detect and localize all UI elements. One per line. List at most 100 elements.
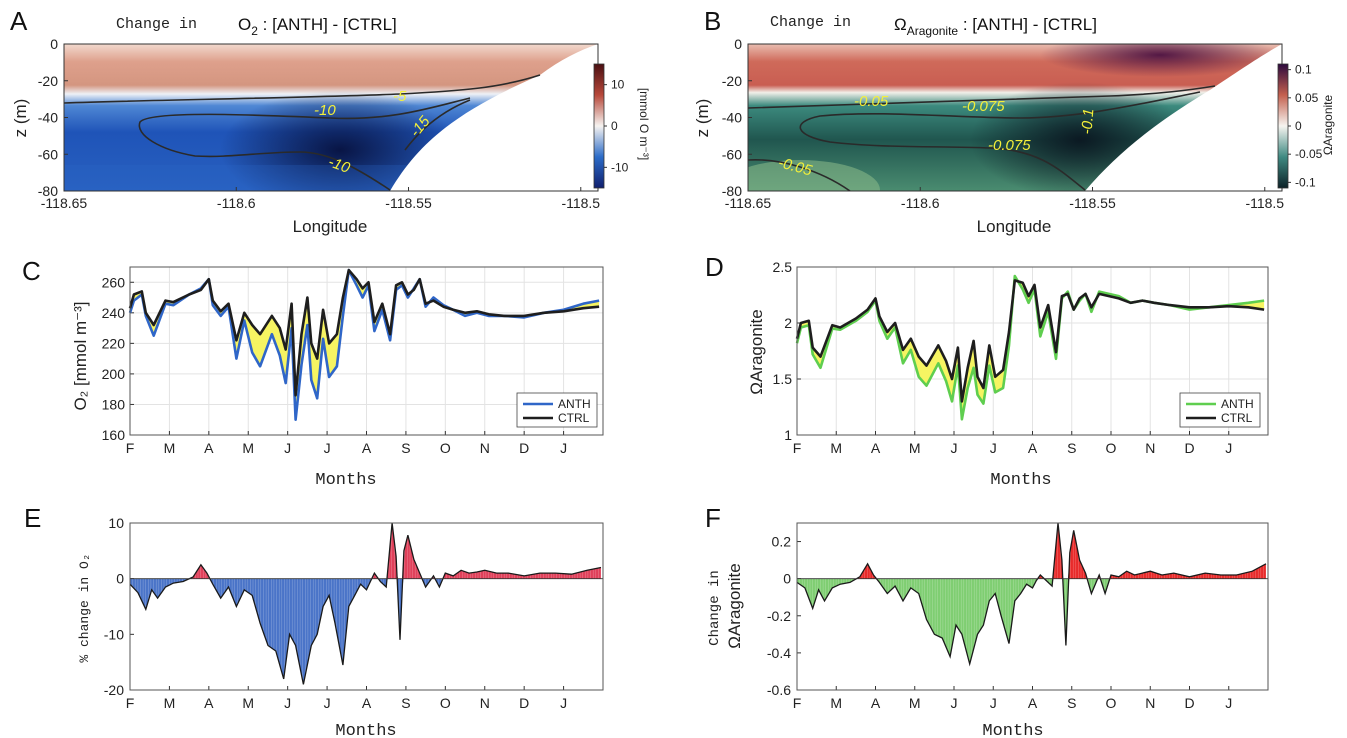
- y-tick-label: -20: [722, 73, 742, 89]
- x-tick-label: -118.6: [217, 195, 256, 211]
- x-tick-label: O: [1106, 695, 1117, 711]
- x-tick-label: M: [164, 695, 176, 711]
- colorbar-tick-label: -10: [611, 160, 629, 174]
- axes: -118.65 -118.6 -118.55 -118.5 0 -20 -40 -60 -80: [38, 36, 601, 211]
- x-tick-label: -118.65: [41, 195, 88, 211]
- contour-label: -0.075: [988, 137, 1031, 154]
- x-tick-label: D: [1184, 440, 1194, 456]
- plot-frame: [796, 522, 1269, 691]
- contour-label: -10: [314, 102, 336, 119]
- plot-area: [797, 523, 1268, 690]
- y-tick-label: 0: [783, 571, 791, 587]
- x-tick-label: O: [440, 695, 451, 711]
- x-tick-label: A: [871, 695, 881, 711]
- y-tick-label: 0.2: [772, 534, 792, 550]
- x-tick-label: F: [793, 695, 802, 711]
- legend-box: [516, 392, 598, 428]
- plot-frame: [129, 266, 604, 436]
- section-field: [748, 44, 1282, 191]
- contour-label: -0.05: [854, 93, 889, 110]
- y-tick-label: 10: [108, 515, 124, 531]
- x-tick-label: A: [362, 695, 372, 711]
- x-tick-label: -118.6: [901, 195, 940, 211]
- x-tick-label: S: [1067, 695, 1076, 711]
- y-tick-label: -60: [722, 146, 742, 162]
- x-tick-label: J: [560, 440, 567, 456]
- y-tick-label: 0: [116, 571, 124, 587]
- y-axis-label-line1: Change in: [707, 570, 723, 646]
- x-tick-label: S: [1067, 440, 1076, 456]
- x-tick-label: D: [519, 695, 529, 711]
- plot-frame: [129, 522, 604, 691]
- x-tick-label: J: [284, 440, 291, 456]
- contour-label: -0.075: [962, 98, 1005, 115]
- x-tick-label: -118.65: [725, 195, 772, 211]
- legend-label: CTRL: [1221, 411, 1253, 425]
- contour-label: -10: [326, 153, 353, 177]
- x-tick-label: M: [242, 695, 254, 711]
- x-tick-label: -118.5: [561, 195, 600, 211]
- y-axis-label: z (m): [693, 99, 712, 138]
- y-tick-label: 220: [102, 335, 126, 351]
- colorbar-tick-label: -0.1: [1295, 175, 1316, 189]
- x-tick-label: M: [909, 440, 921, 456]
- x-tick-label: A: [871, 440, 881, 456]
- x-tick-label: -118.55: [1069, 195, 1116, 211]
- colorbar: [593, 63, 605, 189]
- plot-area: [130, 523, 603, 690]
- y-tick-label: -0.6: [767, 682, 791, 698]
- x-tick-label: D: [1184, 695, 1194, 711]
- value-outline: [129, 522, 602, 685]
- panel-b: B Change in ΩAragonite : [ANTH] - [CTRL]…: [693, 6, 1335, 236]
- x-tick-label: A: [1028, 695, 1038, 711]
- axes: -118.65 -118.6 -118.55 -118.5 0 -20 -40 -60 -80: [722, 36, 1285, 211]
- y-axis-label: z (m): [11, 99, 30, 138]
- x-tick-label: M: [830, 440, 842, 456]
- panel-title: O2 : [ANTH] - [CTRL]: [238, 15, 397, 38]
- panel-letter: D: [705, 252, 724, 282]
- x-tick-label: J: [560, 695, 567, 711]
- x-tick-label: F: [126, 440, 135, 456]
- y-axis-label: ΩAragonite: [747, 309, 766, 394]
- panel-title-prefix: Change in: [770, 14, 851, 31]
- y-tick-label: 1.5: [773, 371, 793, 387]
- x-tick-label: J: [990, 695, 997, 711]
- x-tick-label: F: [793, 440, 802, 456]
- panel-letter: B: [704, 6, 721, 36]
- y-tick-label: 0: [734, 36, 742, 52]
- x-tick-label: A: [204, 695, 214, 711]
- y-tick-label: -60: [38, 146, 58, 162]
- colorbar-tick-label: 0: [611, 119, 618, 133]
- y-tick-label: 2: [784, 315, 792, 331]
- x-axis-label: Longitude: [977, 217, 1052, 236]
- panel-letter: F: [705, 503, 721, 533]
- colorbar: [1277, 63, 1289, 189]
- x-tick-label: -118.55: [385, 195, 432, 211]
- x-tick-label: J: [990, 440, 997, 456]
- y-tick-label: -0.2: [767, 608, 791, 624]
- y-tick-label: -80: [722, 183, 742, 199]
- series-line-ctrl: [128, 268, 600, 397]
- panel-letter: C: [22, 256, 41, 286]
- y-tick-label: -20: [104, 682, 124, 698]
- x-tick-label: A: [1028, 440, 1038, 456]
- panel-e: E -20 -10 0 10 F M A M J J A S O N D J Months % change …: [24, 503, 604, 738]
- x-tick-label: N: [480, 695, 490, 711]
- colorbar-tick-label: 0.1: [1295, 63, 1312, 77]
- contour-label: -5: [393, 88, 407, 105]
- panel-f: F -0.6 -0.4 -0.2 0 0.2 F M A M J J A S O N D J Months Ch…: [705, 503, 1269, 738]
- x-tick-label: O: [440, 440, 451, 456]
- x-tick-label: A: [362, 440, 372, 456]
- colorbar-tick-label: 10: [611, 78, 625, 92]
- y-tick-label: -10: [104, 626, 124, 642]
- y-tick-label: 160: [102, 427, 126, 443]
- panel-a: A Change in O2 : [ANTH] - [CTRL] -5 -10 …: [10, 6, 651, 236]
- colorbar-label: ΩAragonite: [1321, 95, 1335, 156]
- y-tick-label: -40: [38, 110, 58, 126]
- y-tick-label: -0.4: [767, 645, 791, 661]
- panel-letter: E: [24, 503, 41, 533]
